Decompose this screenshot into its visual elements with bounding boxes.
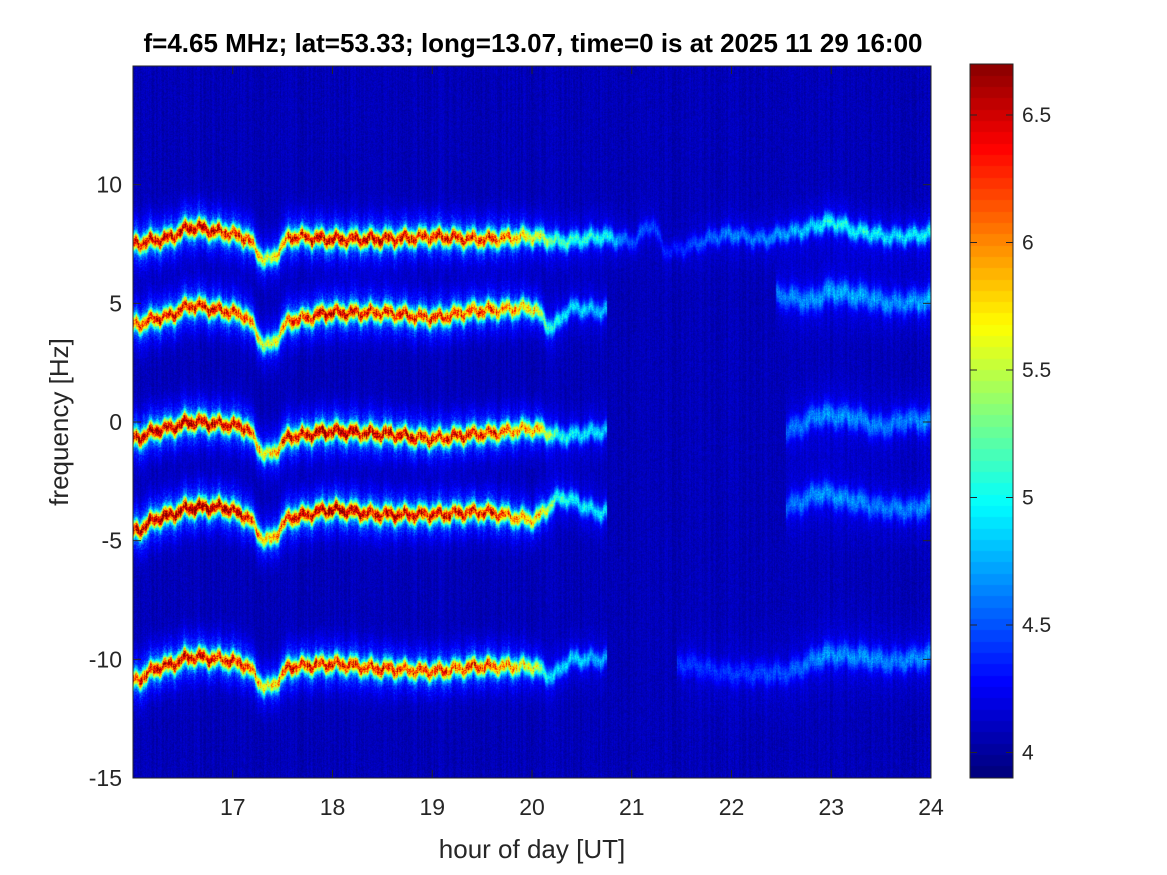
y-tick-label: 5 — [109, 290, 122, 316]
colorbar-tick-label: 4 — [1022, 742, 1034, 765]
colorbar-frame — [969, 63, 1014, 779]
chart-title: f=4.65 MHz; lat=53.33; long=13.07, time=… — [143, 28, 922, 58]
x-tick-label: 24 — [918, 794, 944, 820]
y-axis: -15 -10 -5 0 5 10 — [89, 172, 931, 791]
colorbar-tick-label: 6 — [1022, 232, 1034, 255]
y-tick-label: 0 — [109, 409, 122, 435]
x-tick-label: 22 — [719, 794, 745, 820]
x-tick-label: 21 — [619, 794, 645, 820]
x-tick-label: 19 — [419, 794, 445, 820]
y-tick-label: 10 — [96, 172, 122, 198]
y-axis-label: frequency [Hz] — [44, 338, 74, 506]
x-axis: 17 18 19 20 21 22 23 24 — [220, 66, 944, 820]
x-tick-label: 20 — [519, 794, 545, 820]
heatmap-image — [133, 66, 931, 778]
colorbar: 4 4.5 5 5.5 6 6.5 — [969, 63, 1051, 779]
x-tick-label: 18 — [320, 794, 346, 820]
y-tick-label: -5 — [102, 528, 122, 554]
x-tick-label: 17 — [220, 794, 246, 820]
colorbar-tick-label: 4.5 — [1022, 614, 1051, 637]
x-tick-label: 23 — [818, 794, 844, 820]
y-tick-label: -15 — [89, 765, 122, 791]
x-axis-label: hour of day [UT] — [439, 834, 625, 864]
colorbar-tick-label: 5 — [1022, 487, 1034, 510]
colorbar-tick-label: 5.5 — [1022, 359, 1051, 382]
colorbar-gradient — [970, 64, 1013, 778]
colorbar-ticks: 4 4.5 5 5.5 6 6.5 — [970, 104, 1051, 765]
colorbar-tick-label: 6.5 — [1022, 104, 1051, 127]
plot-area — [132, 65, 932, 779]
y-tick-label: -10 — [89, 646, 122, 672]
